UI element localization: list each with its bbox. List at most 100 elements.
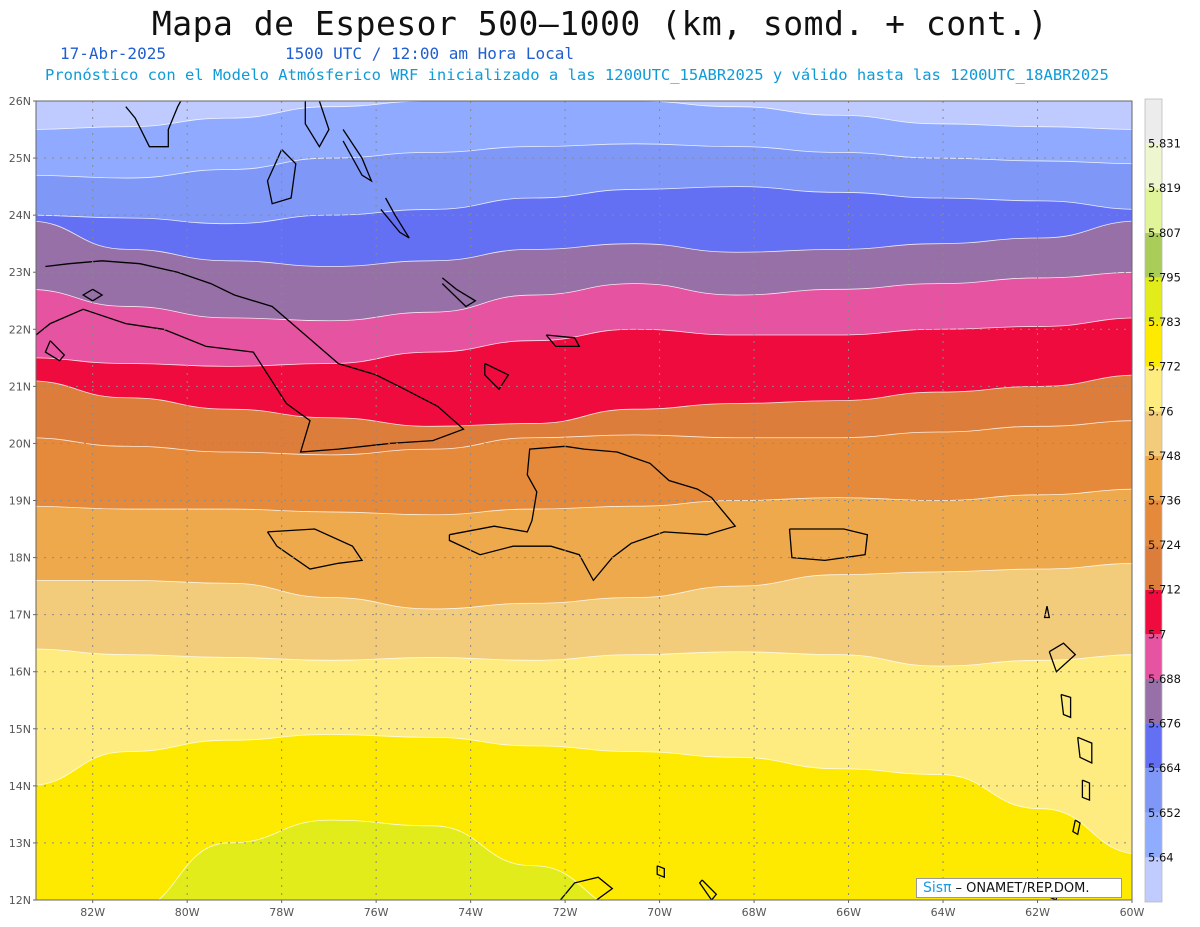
lon-label: 76W (364, 906, 389, 919)
colorbar-swatch (1145, 500, 1162, 546)
lat-label: 26N (9, 95, 31, 108)
lat-label: 16N (9, 666, 31, 679)
lat-label: 23N (9, 266, 31, 279)
band-13 (158, 820, 598, 900)
coastlines (36, 50, 1093, 900)
colorbar-swatch (1145, 857, 1162, 902)
lon-label: 82W (80, 906, 105, 919)
lat-label: 18N (9, 552, 31, 565)
lat-label: 20N (9, 437, 31, 450)
coastline (304, 101, 330, 148)
colorbar-label: 5.652 (1148, 806, 1181, 820)
coastline (342, 129, 373, 183)
contour-line (36, 648, 1132, 667)
contour-line (36, 488, 1132, 516)
contour-line (36, 101, 1132, 130)
colorbar-swatch (1145, 277, 1162, 323)
colorbar-swatch (1145, 411, 1162, 456)
lat-label: 24N (9, 209, 31, 222)
contour-line (36, 186, 1132, 225)
latitude-labels: 26N 25N 24N 23N 22N 21N 20N 19N 18N 17N 16N 15N 14N 1… (9, 95, 36, 907)
coastline (36, 260, 465, 453)
colorbar-swatch (1145, 322, 1162, 367)
lat-lon-grid (36, 101, 1132, 900)
colorbar-swatch (1145, 768, 1162, 813)
credit-text: – ONAMET/REP.DOM. (955, 880, 1090, 896)
coastline (1048, 642, 1077, 673)
longitude-labels: 82W 80W 78W 76W 74W 72W 70W 68W 66W 64W 62W 60W (80, 900, 1145, 919)
lat-label: 22N (9, 323, 31, 336)
colorbar-label: 5.664 (1148, 761, 1181, 775)
lon-label: 66W (836, 906, 861, 919)
lat-label: 25N (9, 152, 31, 165)
coastline (380, 197, 410, 239)
lon-label: 68W (742, 906, 767, 919)
credit-box: Sisπ – ONAMET/REP.DOM. (916, 878, 1122, 898)
coastline (81, 288, 104, 302)
coastline (545, 334, 581, 348)
coastline (559, 876, 614, 900)
colorbar-swatch (1145, 545, 1162, 590)
lat-label: 15N (9, 723, 31, 736)
colorbar-label: 5.724 (1148, 538, 1181, 552)
lat-label: 12N (9, 894, 31, 907)
coastline (272, 50, 315, 84)
contour-line (36, 374, 1132, 427)
colorbar-swatch (1145, 634, 1162, 679)
colorbar-frame (1144, 98, 1163, 903)
colorbar-swatch (1145, 723, 1162, 769)
colorbar-label: 5.676 (1148, 717, 1181, 731)
lon-label: 60W (1120, 906, 1145, 919)
colorbar-label: 5.795 (1148, 270, 1181, 284)
colorbar-swatch (1145, 455, 1162, 501)
colorbar-label: 5.772 (1148, 360, 1181, 374)
colorbar-label: 5.76 (1148, 404, 1174, 418)
contour-line (36, 317, 1132, 367)
colorbar-label: 5.807 (1148, 226, 1181, 240)
lat-label: 17N (9, 609, 31, 622)
colorbar-label: 5.7 (1148, 627, 1166, 641)
coastline (1060, 693, 1072, 719)
colorbar-swatch (1145, 143, 1162, 189)
lon-label: 78W (269, 906, 294, 919)
coastline (125, 101, 182, 148)
colorbar-label: 5.783 (1148, 315, 1181, 329)
coastline (1081, 779, 1091, 802)
colorbar-label: 5.688 (1148, 672, 1181, 686)
lat-label: 14N (9, 780, 31, 793)
coastline (656, 865, 665, 879)
contour-line (36, 734, 1132, 855)
colorbar-swatch (1145, 188, 1162, 233)
colorbar-label: 5.712 (1148, 583, 1181, 597)
lon-label: 80W (175, 906, 200, 919)
colorbar-label: 5.831 (1148, 137, 1181, 151)
colorbar-label: 5.748 (1148, 449, 1181, 463)
coastline (441, 277, 477, 308)
contour-line (36, 143, 1132, 179)
coastline (266, 528, 364, 570)
colorbar-label: 5.736 (1148, 494, 1181, 508)
colorbar-swatch (1145, 232, 1162, 278)
colorbar-label: 5.819 (1148, 181, 1181, 195)
coastline (484, 362, 510, 391)
map-title: Mapa de Espesor 500—1000 (km, somd. + co… (151, 4, 1049, 43)
colorbar-swatch (1145, 99, 1162, 144)
lat-label: 19N (9, 495, 31, 508)
lat-label: 21N (9, 380, 31, 393)
model-info: Pronóstico con el Modelo Atmósferico WRF… (45, 66, 1109, 84)
forecast-time: 1500 UTC / 12:00 am Hora Local (285, 44, 574, 63)
colorbar-swatch (1145, 678, 1162, 724)
contour-line (36, 220, 1132, 267)
thickness-bands (36, 101, 1132, 900)
lon-label: 74W (458, 906, 483, 919)
lon-label: 70W (647, 906, 672, 919)
coastline (44, 340, 66, 362)
coastline (266, 149, 297, 205)
colorbar: 5.64 5.652 5.664 5.676 5.688 5.7 5.712 5.724 5.7… (1144, 98, 1181, 903)
coastline (1072, 819, 1081, 836)
coastline (448, 445, 737, 582)
sispi-logo: Sisπ (923, 880, 952, 896)
colorbar-swatch (1145, 812, 1162, 858)
lat-label: 13N (9, 837, 31, 850)
